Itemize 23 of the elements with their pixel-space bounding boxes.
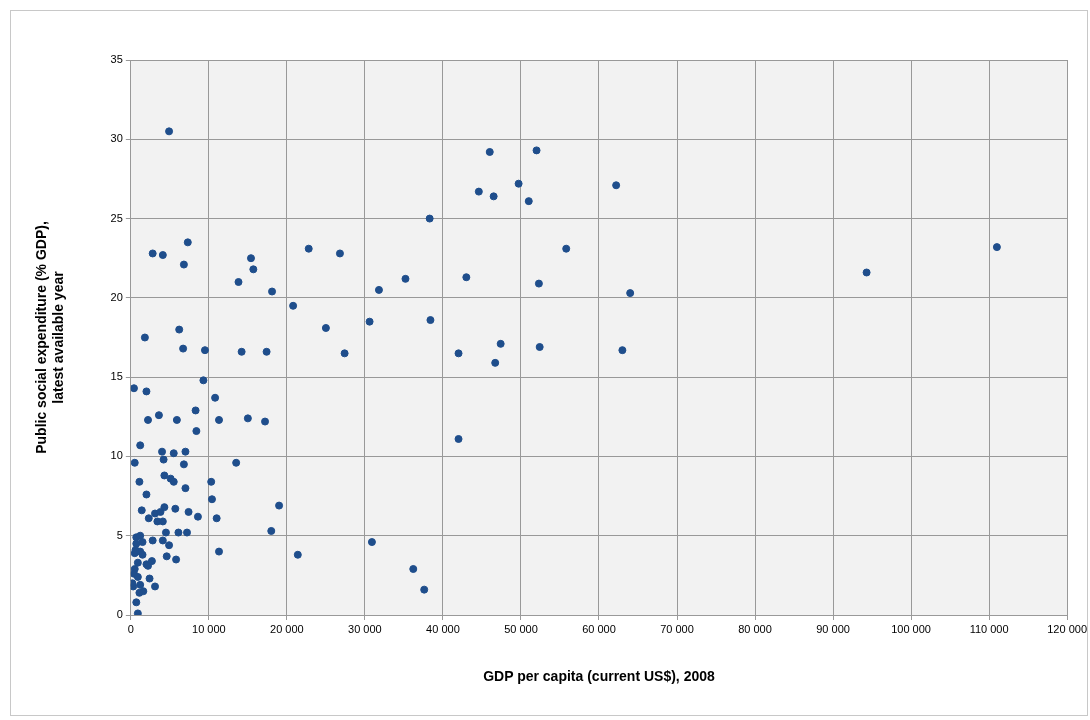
x-tick-label: 80 000 (738, 622, 772, 635)
x-tick-label: 30 000 (348, 622, 382, 635)
y-tick-label: 5 (116, 528, 123, 541)
y-tick-label: 20 (110, 290, 123, 303)
x-tick-label: 100 000 (891, 622, 931, 635)
y-tick-label: 0 (116, 608, 123, 621)
x-tick-label: 40 000 (426, 622, 460, 635)
y-tick-label: 10 (110, 449, 123, 462)
x-tick-label: 20 000 (270, 622, 304, 635)
x-tick-label: 70 000 (660, 622, 694, 635)
y-tick-label: 15 (110, 370, 123, 383)
x-tick-label: 120 000 (1047, 622, 1087, 635)
x-axis-title: GDP per capita (current US$), 2008 (483, 668, 715, 685)
y-tick-label: 35 (110, 53, 123, 66)
x-tick-label: 10 000 (192, 622, 226, 635)
x-tick-label: 60 000 (582, 622, 616, 635)
y-tick-label: 30 (110, 132, 123, 145)
y-tick-label: 25 (110, 211, 123, 224)
x-tick-label: 0 (127, 622, 134, 635)
x-tick-label: 110 000 (969, 622, 1009, 635)
x-tick-label: 50 000 (504, 622, 538, 635)
y-axis-title: Public social expenditure (% GDP), latest available year (33, 221, 67, 454)
x-tick-label: 90 000 (816, 622, 850, 635)
